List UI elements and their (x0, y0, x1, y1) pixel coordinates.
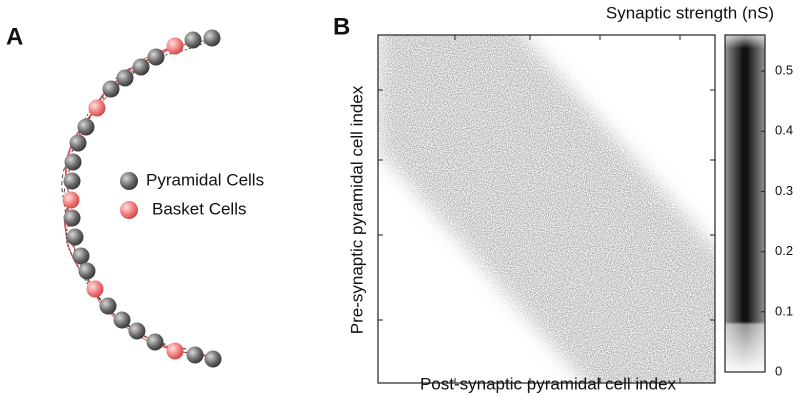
colorbar-tick-label: 0.3 (775, 183, 793, 198)
pyramidal-cell (116, 69, 134, 87)
basket-cell (86, 280, 104, 298)
connectivity-band (378, 35, 715, 383)
pyramidal-cell (78, 262, 96, 280)
pyramidal-cell (186, 346, 204, 364)
colorbar-title: Synaptic strength (nS) (606, 3, 774, 22)
connection (61, 142, 79, 219)
frame-ticks (378, 35, 715, 383)
legend-swatch (120, 172, 138, 190)
pyramidal-cell (203, 29, 221, 47)
colorbar-tick-label: 0.1 (775, 303, 793, 318)
pyramidal-cell (63, 209, 81, 227)
basket-cell (62, 191, 80, 209)
colorbar-frame (724, 34, 766, 373)
pyramidal-cell (66, 228, 84, 246)
pyramidal-cell (146, 333, 164, 351)
pyramidal-cell (132, 58, 150, 76)
pyramidal-cell (69, 134, 87, 152)
pyramidal-cell (72, 247, 90, 265)
panel-label: B (333, 13, 350, 40)
network-diagram (61, 29, 222, 368)
legend-label: Basket Cells (152, 199, 246, 218)
colorbar-tick-label: 0.4 (775, 123, 793, 138)
connection (64, 199, 82, 257)
pyramidal-cell (77, 118, 95, 136)
pyramidal-cell (64, 153, 82, 171)
pyramidal-cell (147, 48, 165, 66)
colorbar-tick-label: 0.5 (775, 63, 793, 78)
pyramidal-cell (128, 322, 146, 340)
pyramidal-cell (204, 350, 222, 368)
colorbar-tick-label: 0.2 (775, 243, 793, 258)
pyramidal-cell (63, 172, 81, 190)
legend-label: Pyramidal Cells (146, 170, 264, 189)
basket-cell (166, 342, 184, 360)
x-axis-label: Post-synaptic pyramidal cell index (420, 374, 677, 393)
colorbar-tick-label: 0 (775, 363, 782, 378)
legend-swatch (120, 201, 138, 219)
panel-label: A (6, 23, 23, 50)
pyramidal-cell (99, 297, 117, 315)
connection (73, 236, 109, 307)
pyramidal-cell (102, 80, 120, 98)
colorbar-axis: 0 0.1 0.2 0.3 0.4 0.5 (761, 63, 793, 378)
pyramidal-cell (113, 311, 131, 329)
heatmap (378, 35, 715, 383)
basket-cell (88, 99, 106, 117)
pyramidal-cell (184, 31, 202, 49)
heatmap-frame (377, 34, 716, 384)
y-axis-label: Pre-synaptic pyramidal cell index (347, 85, 366, 334)
connection (65, 107, 98, 201)
basket-cell (166, 37, 184, 55)
